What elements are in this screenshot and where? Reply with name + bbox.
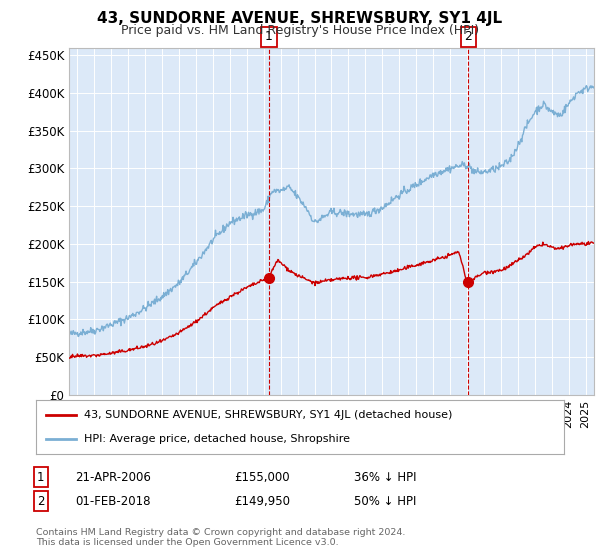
Text: Contains HM Land Registry data © Crown copyright and database right 2024.
This d: Contains HM Land Registry data © Crown c… bbox=[36, 528, 406, 547]
Text: 01-FEB-2018: 01-FEB-2018 bbox=[75, 494, 151, 508]
Text: 21-APR-2006: 21-APR-2006 bbox=[75, 470, 151, 484]
Text: 36% ↓ HPI: 36% ↓ HPI bbox=[354, 470, 416, 484]
Text: 2: 2 bbox=[37, 494, 44, 508]
Text: 50% ↓ HPI: 50% ↓ HPI bbox=[354, 494, 416, 508]
Text: 43, SUNDORNE AVENUE, SHREWSBURY, SY1 4JL: 43, SUNDORNE AVENUE, SHREWSBURY, SY1 4JL bbox=[97, 11, 503, 26]
Text: 1: 1 bbox=[265, 30, 273, 44]
Text: £155,000: £155,000 bbox=[234, 470, 290, 484]
Text: 1: 1 bbox=[37, 470, 44, 484]
Text: 2: 2 bbox=[464, 30, 472, 44]
Text: HPI: Average price, detached house, Shropshire: HPI: Average price, detached house, Shro… bbox=[83, 434, 350, 444]
Text: Price paid vs. HM Land Registry's House Price Index (HPI): Price paid vs. HM Land Registry's House … bbox=[121, 24, 479, 36]
Text: 43, SUNDORNE AVENUE, SHREWSBURY, SY1 4JL (detached house): 43, SUNDORNE AVENUE, SHREWSBURY, SY1 4JL… bbox=[83, 410, 452, 420]
Text: £149,950: £149,950 bbox=[234, 494, 290, 508]
